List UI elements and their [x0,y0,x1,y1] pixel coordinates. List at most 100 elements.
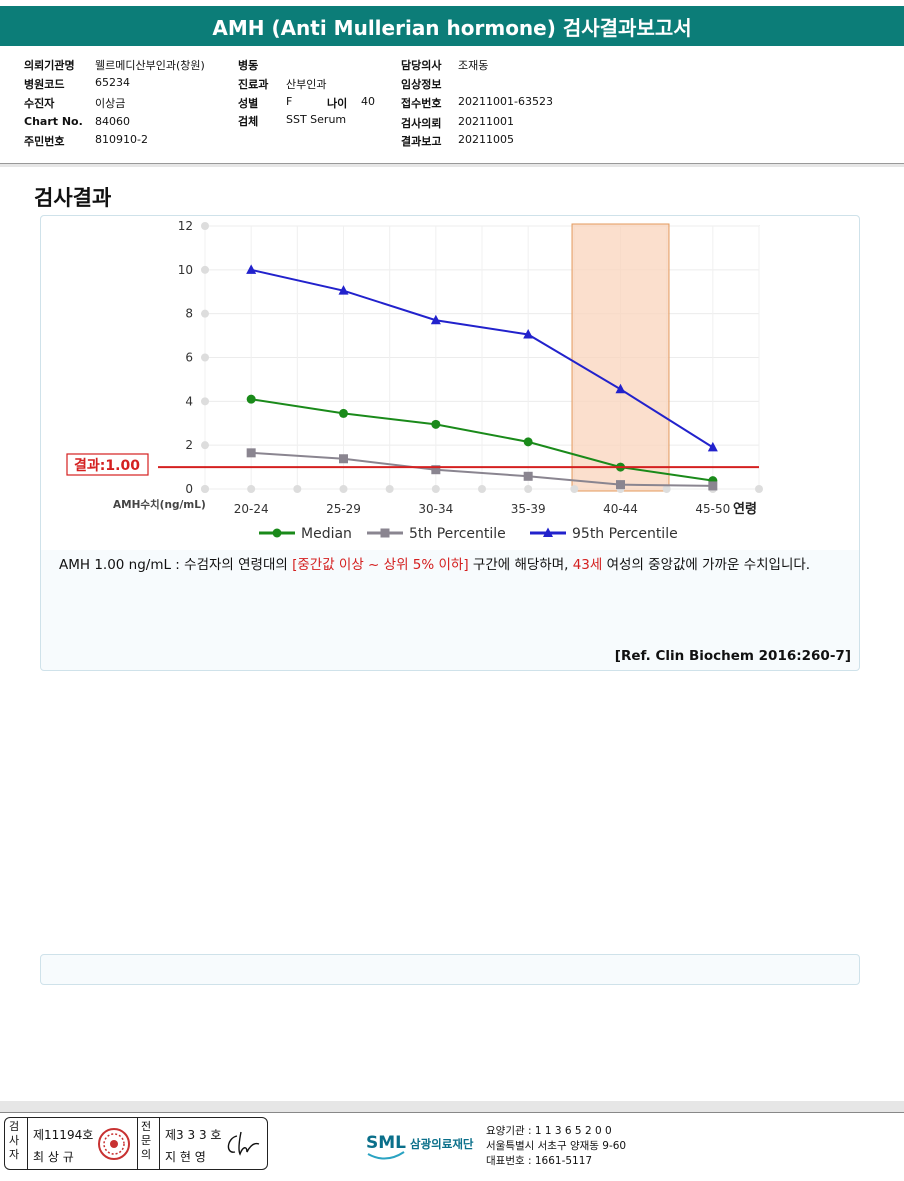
header-divider [0,163,904,167]
interp-part1: AMH 1.00 ng/mL : 수검자의 연령대의 [59,557,293,573]
y-tick-dot [201,397,209,406]
interpretation-text: AMH 1.00 ng/mL : 수검자의 연령대의 [중간값 이상 ~ 상위 … [59,554,849,576]
specialist-no: 제3 3 3 호 [165,1128,222,1142]
highlight-band [571,223,670,492]
data-point [430,314,441,325]
age-value: 40 [361,95,375,108]
dept-label: 진료과 [238,78,269,91]
y-tick-dot [201,309,209,318]
y-tick-label: 8 [185,307,193,321]
interp-part3: 여성의 중앙값에 가까운 수치입니다. [602,557,811,573]
ward-label: 병동 [238,59,259,72]
address: 서울특별시 서초구 양재동 9-60 [486,1140,627,1152]
report-label: 결과보고 [401,135,442,148]
org-logo: SML 삼광의료재단 [366,1124,506,1164]
x-tick-dot [431,485,440,493]
comment-panel [40,954,860,985]
dept-value: 산부인과 [286,78,327,91]
sex-label: 성별 [238,97,259,110]
clinical-label: 임상정보 [401,78,442,91]
id-label: 주민번호 [24,135,65,148]
seal-stamp [98,1128,130,1160]
x-tick-label: 20-24 [234,502,269,516]
series-95th-percentile [246,264,718,452]
data-point [339,408,348,418]
data-point [431,419,441,429]
chart-grid [204,225,760,490]
facility-code: 요양기관 : 1 1 3 6 5 2 0 0 [486,1125,612,1137]
org-name: 삼광의료재단 [410,1137,474,1151]
receipt-value: 20211001-63523 [458,95,553,108]
chart-area: 0 2 4 6 8 10 12 20-24 25-29 30-34 35-39 40-44 45-50… [41,216,859,550]
interp-range: [중간값 이상 ~ 상위 5% 이하] [292,557,469,573]
x-ticks: 20-24 25-29 30-34 35-39 40-44 45-50 [201,485,763,516]
x-tick-label: 25-29 [326,502,361,516]
specimen-value: SST Serum [286,113,347,126]
data-point [523,471,533,481]
data-point [707,441,718,452]
x-tick-label: 35-39 [511,502,546,516]
data-point [431,465,441,475]
specimen-label: 검체 [238,115,259,128]
series-line [251,451,713,487]
patient-info: 의뢰기관명 웰르메디산부인과(창원) 병동 담당의사 조재동 병원코드 6523… [0,56,904,156]
amh-chart: 0 2 4 6 8 10 12 20-24 25-29 30-34 35-39 40-44 45-50… [66,219,763,542]
doctor-value: 조재동 [458,59,489,72]
code-label: 병원코드 [24,78,65,91]
receipt-label: 접수번호 [401,97,442,110]
data-point [615,383,626,394]
y-tick-dot [201,441,209,450]
legend-item: 5th Percentile [367,526,506,542]
y-tick-dot [201,265,209,274]
y-tick-label: 10 [178,263,193,277]
footer-divider [0,1101,904,1113]
y-tick-label: 12 [178,219,193,233]
chart-value: 84060 [95,115,130,128]
signature-box: 검사자 제11194호 최 상 규 전문의 제3 3 3 호 지 현 영 [4,1117,268,1170]
y-tick-label: 4 [185,394,193,408]
chart-label: Chart No. [24,115,83,128]
y-tick-dot [201,353,209,362]
x-tick-dot [478,485,486,493]
data-point [338,285,349,295]
y-tick-label: 2 [185,438,193,452]
series-line [251,398,713,482]
data-point [246,264,257,274]
data-point [543,527,553,537]
interp-age: 43세 [572,557,603,573]
hospital-label: 의뢰기관명 [24,59,75,72]
x-tick-dot [201,485,209,493]
report-title: AMH (Anti Mullerian hormone) 검사결과보고서 [0,6,904,46]
data-point [523,437,533,447]
patient-label: 수진자 [24,97,55,110]
contact-info: 요양기관 : 1 1 3 6 5 2 0 0 서울특별시 서초구 양재동 9-6… [486,1124,626,1169]
result-label: 결과:1.00 [74,457,140,474]
series-line [250,268,714,449]
legend-label: 5th Percentile [409,526,506,542]
id-value: 810910-2 [95,133,148,146]
request-label: 검사의뢰 [401,117,442,130]
legend-item: 95th Percentile [530,526,678,542]
x-tick-label: 30-34 [418,502,453,516]
signature [227,1131,260,1156]
y-tick-label: 0 [185,482,193,496]
data-point [272,528,282,538]
code-value: 65234 [95,76,130,89]
x-tick-dot [339,485,348,493]
x-axis-label: AMH수치(ng/mL) [113,498,206,511]
legend-label: Median [301,526,352,542]
legend-label: 95th Percentile [572,526,678,542]
specialist-name: 지 현 영 [165,1150,206,1164]
interp-part2: 구간에 해당하며, [468,557,573,573]
org-logo-text: SML [366,1133,406,1153]
result-panel: 0 2 4 6 8 10 12 20-24 25-29 30-34 35-39 40-44 45-50… [40,215,860,671]
data-point [246,394,256,404]
hospital-value: 웰르메디산부인과(창원) [95,59,205,72]
x-tick-dot [293,485,302,493]
x-tick-dot [755,485,763,493]
x-tick-label: 40-44 [603,502,638,516]
x-tick-dot [662,485,671,493]
examiner-no: 제11194호 [33,1128,94,1142]
data-point [339,454,348,464]
section-title: 검사결과 [34,186,112,210]
